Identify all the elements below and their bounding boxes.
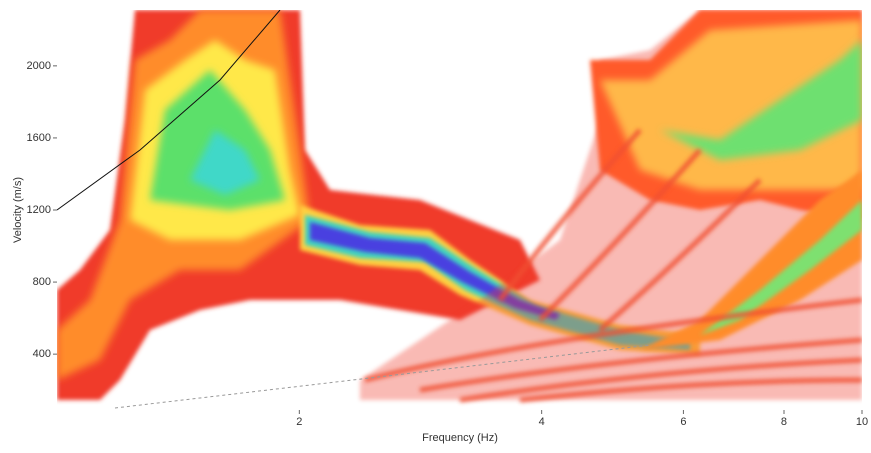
y-tick-label: 2000	[27, 60, 51, 72]
x-axis-label: Frequency (Hz)	[422, 432, 498, 444]
y-tick-label: 400	[33, 348, 51, 360]
x-tick-label: 8	[781, 416, 787, 428]
x-tick-label: 6	[680, 416, 686, 428]
x-tick-label: 10	[856, 416, 868, 428]
y-tick-label: 800	[33, 276, 51, 288]
x-tick-label: 2	[296, 416, 302, 428]
y-tick-label: 1600	[27, 132, 51, 144]
y-tick-label: 1200	[27, 204, 51, 216]
heatmap	[57, 10, 862, 409]
x-tick-label: 4	[539, 416, 545, 428]
y-axis-label: Velocity (m/s)	[12, 177, 24, 243]
